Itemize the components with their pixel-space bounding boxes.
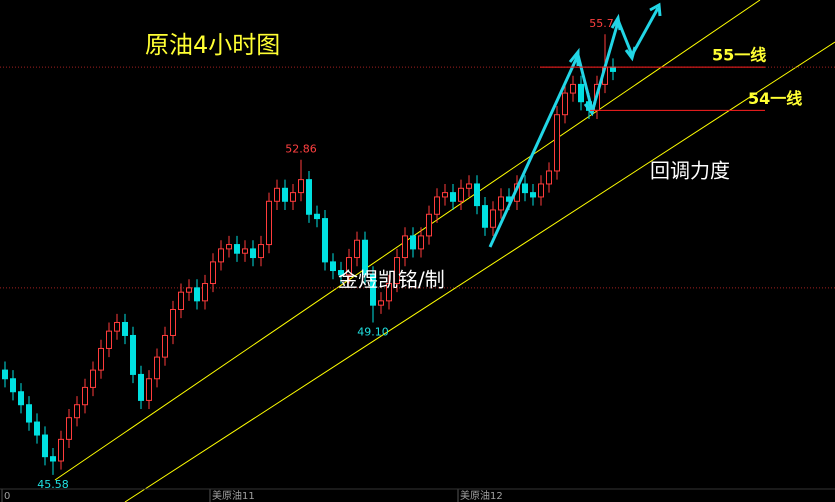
candle-body [98, 347, 104, 371]
candle-body [130, 334, 136, 375]
candle-body [282, 187, 288, 202]
candle-body [378, 300, 384, 306]
candle-body [410, 235, 416, 250]
candle-body [498, 196, 504, 211]
candle-body [90, 369, 96, 388]
candle-body [146, 378, 152, 401]
candle-body [186, 287, 192, 293]
candle-body [10, 378, 16, 393]
candle-body [610, 66, 616, 72]
x-tick-label: 0 [4, 491, 10, 502]
candle-body [162, 334, 168, 358]
candle-body [18, 391, 24, 406]
candle-body [178, 291, 184, 310]
candle-body [394, 257, 400, 285]
low-label: 49.10 [357, 325, 389, 338]
high-label: 52.86 [285, 143, 317, 156]
candle-body [322, 218, 328, 263]
candle-body [530, 192, 536, 198]
candle-body [274, 187, 280, 202]
candle-body [362, 239, 368, 276]
candle-body [570, 83, 576, 94]
candle-body [474, 183, 480, 207]
candle-body [114, 321, 120, 332]
candle-body [434, 196, 440, 215]
candle-body [74, 404, 80, 419]
arrow [576, 54, 594, 111]
candle-body [346, 257, 352, 276]
candle-body [242, 248, 248, 254]
candle-body [50, 456, 56, 462]
arrow-head [649, 2, 662, 17]
candle-body [370, 274, 376, 306]
candle-body [554, 114, 560, 172]
candle-body [26, 404, 32, 423]
arrow [616, 19, 634, 56]
candle-body [442, 192, 448, 198]
candle-body [226, 244, 232, 250]
candle-body [170, 308, 176, 336]
annotation: 金煜凯铭/制 [338, 268, 445, 292]
candle-body [386, 283, 392, 302]
candle-body [250, 248, 256, 259]
candle-body [338, 270, 344, 276]
candle-body [218, 248, 224, 263]
candle-body [82, 386, 88, 406]
candle-body [578, 83, 584, 103]
candle-body [42, 434, 48, 458]
x-tick-label: 美原油12 [460, 489, 503, 502]
candle-body [122, 321, 128, 336]
candle-body [466, 183, 472, 189]
candle-body [138, 373, 144, 401]
candle-body [258, 244, 264, 259]
candle-body [210, 261, 216, 285]
candle-body [306, 179, 312, 215]
candle-body [234, 244, 240, 254]
candle-body [330, 261, 336, 272]
candle-body [66, 417, 72, 440]
candle-body [202, 283, 208, 302]
candle-body [290, 192, 296, 202]
candle-body [402, 235, 408, 259]
arrow [488, 54, 580, 248]
candle-body [58, 438, 64, 462]
arrow [630, 7, 660, 56]
candle-body [298, 179, 304, 194]
candle-body [482, 205, 488, 228]
candle-body [418, 235, 424, 250]
trend-line [124, 41, 835, 502]
candle-body [106, 330, 112, 349]
level-label: 55一线 [712, 46, 766, 65]
candle-body [34, 421, 40, 436]
candle-body [314, 213, 320, 220]
candle-body [458, 187, 464, 202]
candle-body [490, 209, 496, 228]
candle-body [194, 287, 200, 302]
candle-body [2, 369, 8, 380]
arrow-head [568, 47, 580, 66]
x-tick-label: 美原油11 [212, 489, 255, 502]
candle-body [450, 192, 456, 202]
low-label: 45.58 [37, 478, 69, 491]
candle-body [522, 183, 528, 194]
candle-body [538, 183, 544, 198]
candle-body [426, 213, 432, 237]
chart-title: 原油4小时图 [145, 31, 280, 59]
candle-body [546, 170, 552, 185]
annotation: 回调力度 [650, 159, 730, 183]
candle-body [354, 239, 360, 259]
level-label: 54一线 [748, 89, 802, 108]
candle-body [266, 200, 272, 246]
candle-body [562, 92, 568, 116]
candle-body [154, 356, 160, 380]
